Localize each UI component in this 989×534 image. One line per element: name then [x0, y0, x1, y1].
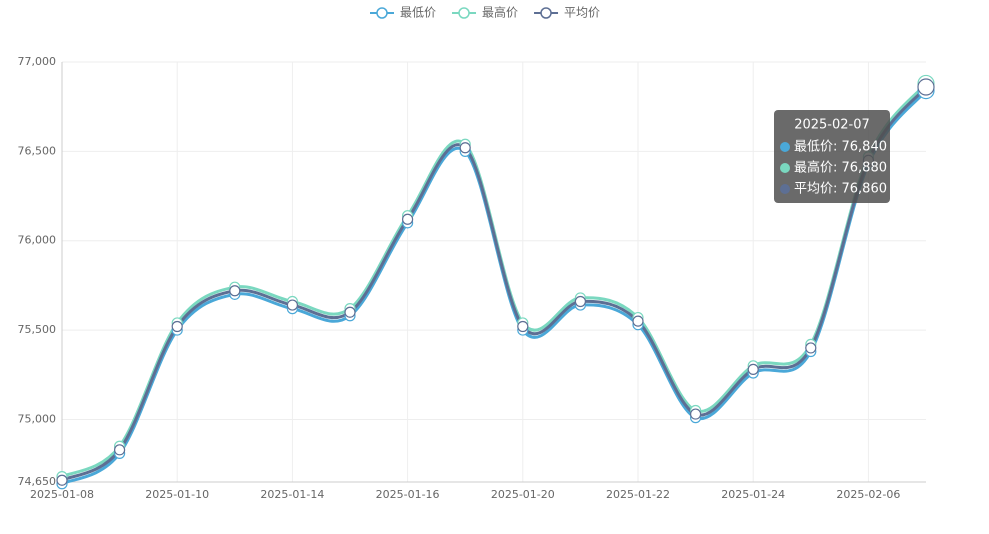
y-tick-label: 77,000	[18, 55, 57, 68]
tooltip-row: 最低价: 76,840	[794, 140, 887, 155]
x-tick-label: 2025-01-08	[30, 488, 94, 501]
y-tick-label: 75,000	[18, 412, 57, 425]
tooltip-row: 最高价: 76,880	[794, 160, 887, 176]
x-tick-label: 2025-01-10	[145, 488, 209, 501]
tooltip-row: 平均价: 76,860	[794, 182, 887, 197]
point-marker	[517, 320, 529, 333]
tooltip-swatch	[780, 163, 790, 173]
point-marker	[574, 295, 587, 308]
point-marker	[56, 474, 68, 486]
point-marker	[402, 213, 414, 225]
x-tick-label: 2025-01-16	[376, 488, 440, 501]
point-marker	[344, 306, 356, 318]
x-tick-label: 2025-01-14	[260, 488, 324, 501]
tooltip-title: 2025-02-07	[794, 118, 870, 133]
x-tick-label: 2025-01-24	[721, 488, 785, 501]
x-tick-label: 2025-02-06	[836, 488, 900, 501]
point-marker	[459, 142, 471, 154]
x-tick-label: 2025-01-22	[606, 488, 670, 501]
point-marker	[917, 78, 935, 96]
point-marker	[229, 285, 241, 297]
y-tick-label: 76,000	[18, 234, 57, 247]
tooltip-swatch	[780, 184, 790, 194]
legend-icon	[376, 7, 388, 19]
legend-label: 最低价	[400, 6, 436, 20]
point-marker	[113, 444, 126, 456]
legend-icon	[540, 7, 552, 19]
legend-label: 平均价	[564, 6, 600, 20]
y-tick-label: 76,500	[18, 144, 57, 157]
point-marker	[286, 299, 298, 311]
point-marker	[171, 320, 183, 333]
legend-icon	[458, 7, 470, 19]
point-marker	[747, 363, 759, 376]
series-line	[61, 86, 928, 482]
point-marker	[632, 315, 644, 327]
tooltip-swatch	[780, 142, 790, 152]
tooltip-box	[774, 110, 890, 203]
legend-label: 最高价	[482, 5, 518, 20]
y-tick-label: 74,650	[18, 475, 57, 488]
point-marker	[689, 408, 702, 420]
y-tick-label: 75,500	[18, 323, 57, 336]
x-tick-label: 2025-01-20	[491, 488, 555, 501]
point-marker	[805, 342, 817, 354]
